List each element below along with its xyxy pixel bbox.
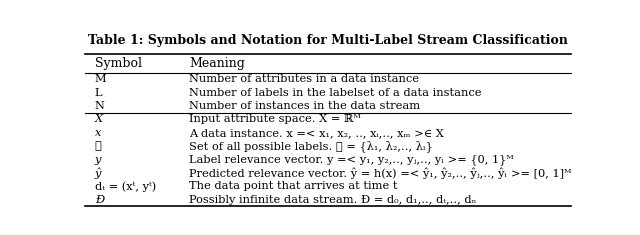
Text: Predicted relevance vector. ŷ = h(x) =< ŷ₁, ŷ₂,.., ŷⱼ,.., ŷₗ >= [0, 1]ᴹ: Predicted relevance vector. ŷ = h(x) =< … — [189, 167, 572, 179]
Text: Χ: Χ — [95, 114, 103, 124]
Text: x: x — [95, 128, 101, 138]
Text: A data instance. x =< x₁, x₂, .., xᵢ,.., xₘ >∈ Χ: A data instance. x =< x₁, x₂, .., xᵢ,..,… — [189, 128, 444, 138]
Text: L: L — [95, 88, 102, 98]
Text: Symbol: Symbol — [95, 57, 142, 70]
Text: y: y — [95, 155, 101, 164]
Text: Table 1: Symbols and Notation for Multi-Label Stream Classification: Table 1: Symbols and Notation for Multi-… — [88, 34, 568, 47]
Text: N: N — [95, 101, 105, 111]
Text: dₜ = (xᵗ, yᵗ): dₜ = (xᵗ, yᵗ) — [95, 181, 156, 192]
Text: Possibly infinite data stream. Đ = d₀, d₁,.., dₜ,.., dₙ: Possibly infinite data stream. Đ = d₀, d… — [189, 195, 477, 205]
Text: Đ: Đ — [95, 195, 104, 205]
Text: ŷ: ŷ — [95, 167, 101, 179]
Text: M: M — [95, 74, 106, 84]
Text: Meaning: Meaning — [189, 57, 245, 70]
Text: ℒ: ℒ — [95, 141, 102, 151]
Text: Input attribute space. Χ = ℝᴹ: Input attribute space. Χ = ℝᴹ — [189, 114, 361, 124]
Text: Set of all possible labels. ℒ = {λ₁, λ₂,.., λₗ}: Set of all possible labels. ℒ = {λ₁, λ₂,… — [189, 140, 433, 152]
Text: Label relevance vector. y =< y₁, y₂,.., yⱼ,.., yₗ >= {0, 1}ᴹ: Label relevance vector. y =< y₁, y₂,.., … — [189, 154, 514, 165]
Text: Number of attributes in a data instance: Number of attributes in a data instance — [189, 74, 419, 84]
Text: Number of instances in the data stream: Number of instances in the data stream — [189, 101, 420, 111]
Text: The data point that arrives at time t: The data point that arrives at time t — [189, 181, 397, 191]
Text: Number of labels in the labelset of a data instance: Number of labels in the labelset of a da… — [189, 88, 482, 98]
